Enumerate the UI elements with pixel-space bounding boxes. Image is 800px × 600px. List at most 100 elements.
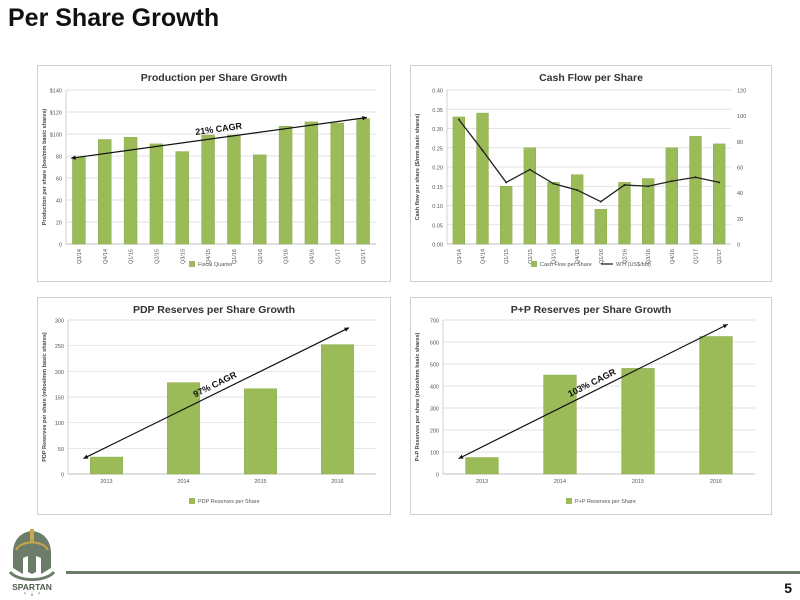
bar (452, 116, 466, 245)
chart-title: Cash Flow per Share (539, 72, 643, 84)
line-point (481, 149, 484, 152)
cagr-arrow-line (71, 116, 368, 159)
chart-panel-pdp: PDP Reserves per Share Growth 0 50 100 150 20… (37, 297, 391, 515)
cagr-arrow-tail (71, 155, 76, 160)
x-tick-label: Q4/14 (481, 249, 487, 264)
y-tick-label: 20 (56, 221, 62, 227)
chart-panel-cash-flow: Cash Flow per Share 0.00 0.05 0.10 0.15 0.20 0… (410, 65, 772, 282)
y-axis-label: P+P Reserves per share (mboe/mm basic sh… (415, 332, 421, 461)
cagr-arrow-head (344, 327, 350, 332)
y-tick-label: 0 (436, 473, 439, 479)
spartan-helmet-icon (8, 529, 56, 581)
y-axis-label: Cash flow per share ($/mm basic shares) (415, 113, 421, 220)
bar (642, 178, 655, 245)
line-point (670, 180, 673, 183)
bar (476, 112, 489, 245)
x-tick-label: Q1/17 (694, 249, 700, 264)
x-tick-label: 2013 (476, 479, 488, 485)
legend-swatch (189, 261, 195, 267)
bar (465, 457, 499, 475)
y-tick-label: 100 (430, 451, 439, 457)
bar (713, 143, 726, 245)
line-point (694, 176, 697, 179)
y-tick-label: 0.25 (432, 146, 443, 152)
chart-title: PDP Reserves per Share Growth (133, 304, 295, 316)
page-number: 5 (784, 580, 792, 596)
y-tick-label: 0.15 (432, 185, 443, 191)
pp-reserves-chart: P+P Reserves per Share Growth 0 100 200 300 4… (415, 304, 755, 505)
x-tick-label: 2014 (177, 479, 189, 485)
y-tick-label: $120 (50, 111, 62, 117)
bar (253, 154, 267, 245)
page-title: Per Share Growth (8, 4, 220, 32)
x-tick-label: Q2/15 (154, 249, 160, 264)
x-tick-label: Q3/14 (77, 249, 83, 264)
legend-label: Fiscal Quarter (198, 262, 233, 268)
y2-tick-label: 0 (737, 243, 740, 249)
bar (618, 182, 631, 245)
y-tick-label: 50 (58, 447, 64, 453)
x-tick-label: Q1/16 (232, 249, 238, 264)
bar (547, 182, 560, 245)
bar (621, 368, 655, 475)
x-tick-label: Q2/16 (623, 249, 629, 264)
x-tick-label: Q2/16 (258, 249, 264, 264)
x-tick-label: Q2/15 (528, 249, 534, 264)
y-tick-label: 0 (61, 473, 64, 479)
line-point (576, 189, 579, 192)
cagr-arrow-line (458, 323, 728, 460)
cagr-arrow-tail (83, 454, 89, 459)
y-tick-label: 250 (55, 344, 64, 350)
x-tick-label: Q4/15 (575, 249, 581, 264)
bar (523, 147, 536, 245)
bar (201, 134, 215, 245)
y-tick-label: 0 (59, 243, 62, 249)
y-tick-label: 500 (430, 363, 439, 369)
series-line (458, 119, 720, 203)
bar (90, 456, 123, 475)
y-axis-label: Production per share (boe/mm basic share… (42, 109, 48, 226)
line-point (718, 181, 721, 184)
bar (244, 388, 277, 475)
bar (227, 134, 241, 245)
x-tick-label: 2014 (554, 479, 566, 485)
line-point (505, 181, 508, 184)
x-tick-label: Q3/15 (180, 249, 186, 264)
y-tick-label: 80 (56, 155, 62, 161)
bar (543, 374, 577, 475)
x-tick-label: Q3/16 (646, 249, 652, 264)
y-tick-label: 40 (56, 199, 62, 205)
cagr-label: 21% CAGR (195, 121, 243, 137)
legend-swatch (189, 498, 195, 504)
y-tick-label: 150 (55, 396, 64, 402)
bar (149, 143, 164, 245)
x-tick-label: Q2/17 (717, 249, 723, 264)
y2-tick-label: 40 (737, 191, 743, 197)
x-tick-label: Q4/16 (670, 249, 676, 264)
y-tick-label: 300 (430, 407, 439, 413)
y-tick-label: 200 (430, 429, 439, 435)
y2-tick-label: 80 (737, 140, 743, 146)
y-tick-label: 0.35 (432, 108, 443, 114)
bar (330, 122, 344, 245)
y-tick-label: 400 (430, 385, 439, 391)
footer-divider (66, 571, 800, 574)
y-tick-label: 300 (55, 319, 64, 325)
x-tick-label: Q1/17 (335, 249, 341, 264)
chart-title: P+P Reserves per Share Growth (511, 304, 672, 316)
line-point (623, 183, 626, 186)
chart-title: Production per Share Growth (141, 72, 287, 84)
cagr-arrow-line (83, 327, 350, 460)
y2-tick-label: 20 (737, 217, 743, 223)
x-tick-label: Q4/15 (206, 249, 212, 264)
y-tick-label: 200 (55, 370, 64, 376)
bar (72, 156, 86, 245)
cagr-arrow-tail (458, 454, 464, 459)
y-tick-label: 0.10 (432, 204, 443, 210)
bar (278, 126, 293, 245)
legend-label: P+P Reserves per Share (575, 499, 636, 505)
bar (167, 382, 200, 475)
y-tick-label: 0.30 (432, 127, 443, 133)
cagr-arrow-head (722, 324, 728, 329)
bar (98, 139, 112, 245)
